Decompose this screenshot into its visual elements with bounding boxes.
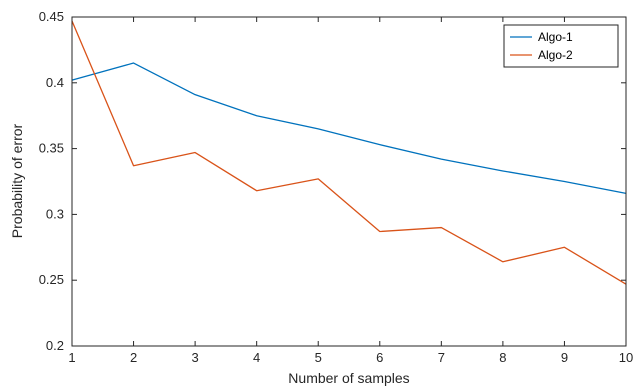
x-tick-label: 7 (438, 350, 445, 365)
x-tick-label: 3 (191, 350, 198, 365)
y-tick-label: 0.3 (46, 206, 64, 221)
series-line-algo-1 (71, 62, 627, 194)
y-tick-label: 0.4 (46, 75, 64, 90)
legend-box (503, 24, 619, 68)
y-tick-label: 0.35 (39, 141, 64, 156)
series-layer (71, 20, 627, 285)
series-line-algo-2 (71, 20, 627, 285)
x-tick-label: 10 (619, 350, 633, 365)
y-tick-label: 0.2 (46, 338, 64, 353)
legend-label-algo-1: Algo-1 (538, 30, 573, 44)
legend-label-algo-2: Algo-2 (538, 48, 573, 62)
y-tick-label: 0.45 (39, 9, 64, 24)
plot-frame (71, 16, 627, 347)
x-tick-label: 5 (315, 350, 322, 365)
x-tick-label: 4 (253, 350, 260, 365)
y-tick-label: 0.25 (39, 272, 64, 287)
x-tick-label: 9 (561, 350, 568, 365)
legend: Algo-1 Algo-2 (503, 24, 619, 68)
x-tick-label: 6 (376, 350, 383, 365)
x-tick-label: 1 (68, 350, 75, 365)
x-tick-label: 8 (499, 350, 506, 365)
ticks-layer: 1 2 3 4 5 6 7 8 9 10 0.2 0.25 0.3 0.35 0.4 0.45 (39, 9, 634, 365)
x-tick-label: 2 (130, 350, 137, 365)
x-axis-label: Number of samples (288, 370, 409, 386)
plot-area (72, 17, 626, 346)
y-axis-label: Probability of error (9, 123, 25, 238)
